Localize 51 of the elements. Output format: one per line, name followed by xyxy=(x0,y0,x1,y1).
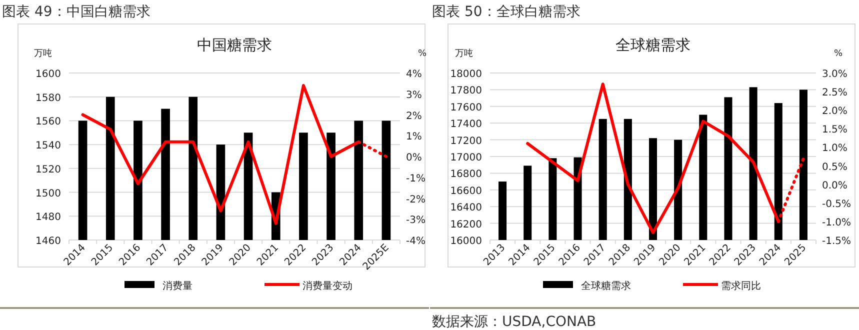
y-tick-label: 1520 xyxy=(36,164,61,176)
y-tick-label: 17000 xyxy=(450,152,482,164)
chart-title: 中国糖需求 xyxy=(197,36,272,54)
y-tick-label: 1540 xyxy=(36,140,61,152)
y-tick-label: 16600 xyxy=(450,186,482,197)
y-tick-label: 16400 xyxy=(450,202,482,214)
y2-tick-label: -3% xyxy=(406,215,426,226)
y-tick-label: 17600 xyxy=(450,102,482,114)
legend-label: 需求同比 xyxy=(721,280,761,292)
y2-tick-label: 4% xyxy=(406,69,422,80)
y2-tick-label: 3% xyxy=(406,90,422,101)
text: 图表 50：全球白糖需求 xyxy=(432,4,580,20)
y2-axis-title: % xyxy=(418,49,427,59)
legend-label: 全球糖需求 xyxy=(581,280,631,292)
y2-tick-label: 0% xyxy=(406,152,422,164)
y-tick-label: 1560 xyxy=(36,116,61,128)
chart-title: 全球糖需求 xyxy=(616,36,690,54)
y-axis-title: 万吨 xyxy=(455,48,473,59)
y-tick-label: 1600 xyxy=(36,69,61,80)
y2-tick-label: -1.0% xyxy=(822,217,852,228)
y2-tick-label: 0.5% xyxy=(822,162,848,173)
y2-tick-label: 2.5% xyxy=(822,88,848,99)
y-tick-label: 1500 xyxy=(36,188,61,200)
y2-tick-label: 1.5% xyxy=(822,124,848,136)
y-tick-label: 16200 xyxy=(450,219,482,230)
y2-tick-label: 2% xyxy=(406,110,422,122)
y-tick-label: 16000 xyxy=(450,236,482,247)
y2-tick-label: -1.5% xyxy=(822,236,852,247)
y2-tick-label: 0.0% xyxy=(822,180,848,192)
y-tick-label: 1580 xyxy=(36,92,61,104)
y-tick-label: 17200 xyxy=(450,136,482,147)
y-tick-label: 18000 xyxy=(450,69,482,80)
y2-tick-label: -0.5% xyxy=(822,198,852,210)
y2-tick-label: 1% xyxy=(406,132,422,143)
y2-tick-label: 2.0% xyxy=(822,106,848,118)
y2-tick-label: -4% xyxy=(406,236,426,247)
source-note: 数据来源：USDA,CONAB xyxy=(432,314,596,330)
legend-label: 消费量变动 xyxy=(302,280,352,292)
y2-tick-label: -1% xyxy=(406,173,426,184)
y-tick-label: 16800 xyxy=(450,169,482,180)
y2-tick-label: -2% xyxy=(406,194,426,206)
y2-axis-title: % xyxy=(834,49,843,59)
y-axis-title: 万吨 xyxy=(34,48,52,59)
y-tick-label: 1480 xyxy=(36,212,61,224)
legend-label: 消费量 xyxy=(162,280,192,292)
y-tick-label: 1460 xyxy=(36,236,61,247)
text: 图表 49：中国白糖需求 xyxy=(2,4,150,20)
y-tick-label: 17800 xyxy=(450,86,482,97)
y2-tick-label: 1.0% xyxy=(822,143,848,154)
y2-tick-label: 3.0% xyxy=(822,69,848,80)
y-tick-label: 17400 xyxy=(450,119,482,130)
